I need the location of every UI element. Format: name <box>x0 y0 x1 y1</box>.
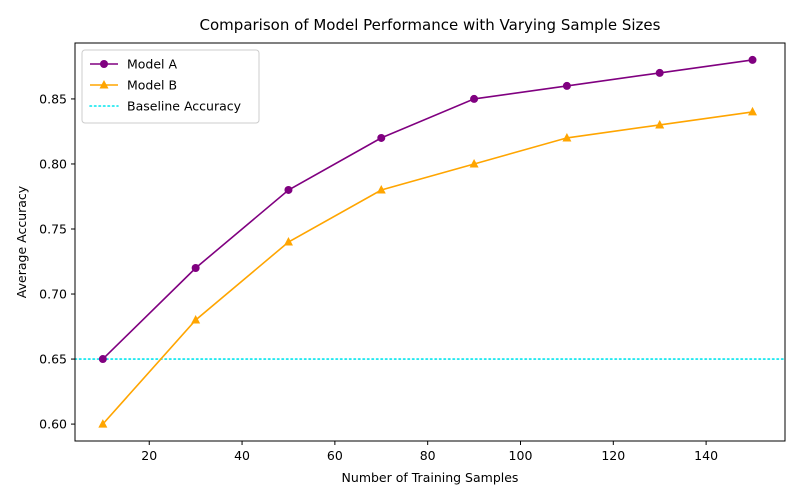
data-point <box>98 419 108 428</box>
data-point <box>562 81 571 90</box>
y-tick-label: 0.85 <box>39 91 67 106</box>
plot-area <box>74 55 786 428</box>
chart-title: Comparison of Model Performance with Var… <box>200 16 661 34</box>
data-point <box>191 315 201 324</box>
legend: Model A Model B Baseline Accuracy <box>81 49 260 124</box>
y-axis: 0.60 0.65 0.70 0.75 0.80 0.85 <box>39 91 75 432</box>
x-tick-label: 20 <box>141 448 157 463</box>
series-line-1 <box>102 59 753 360</box>
legend-label: Baseline Accuracy <box>127 99 242 114</box>
legend-marker <box>99 80 109 89</box>
y-tick-label: 0.80 <box>39 156 67 171</box>
x-tick-label: 100 <box>509 448 533 463</box>
data-point <box>376 184 386 194</box>
data-point <box>748 106 758 116</box>
y-tick-label: 0.70 <box>39 287 67 302</box>
data-point <box>469 158 479 168</box>
series-line-2 <box>102 111 753 425</box>
x-tick-label: 40 <box>234 448 250 463</box>
legend-box <box>81 49 260 124</box>
y-tick-label: 0.75 <box>39 221 67 236</box>
x-tick-label: 60 <box>327 448 343 463</box>
plot-frame <box>74 42 786 442</box>
data-point <box>748 55 757 64</box>
data-point <box>470 94 479 103</box>
x-tick-label: 80 <box>420 448 436 463</box>
data-point <box>191 264 200 273</box>
x-axis: 20 40 60 80 100 120 140 <box>141 441 718 463</box>
data-point <box>98 355 107 364</box>
data-point <box>655 68 664 77</box>
y-tick-label: 0.65 <box>39 352 67 367</box>
data-point <box>283 237 293 246</box>
y-tick-label: 0.60 <box>39 417 67 432</box>
x-axis-label: Number of Training Samples <box>342 470 519 485</box>
legend-label: Model B <box>127 78 177 93</box>
data-point <box>655 119 665 129</box>
data-point <box>284 185 293 194</box>
data-point <box>377 133 386 142</box>
x-tick-label: 140 <box>694 448 718 463</box>
x-tick-label: 120 <box>601 448 625 463</box>
data-point <box>562 132 572 142</box>
legend-marker <box>100 60 108 68</box>
y-axis-label: Average Accuracy <box>14 185 29 298</box>
legend-label: Model A <box>127 57 178 72</box>
